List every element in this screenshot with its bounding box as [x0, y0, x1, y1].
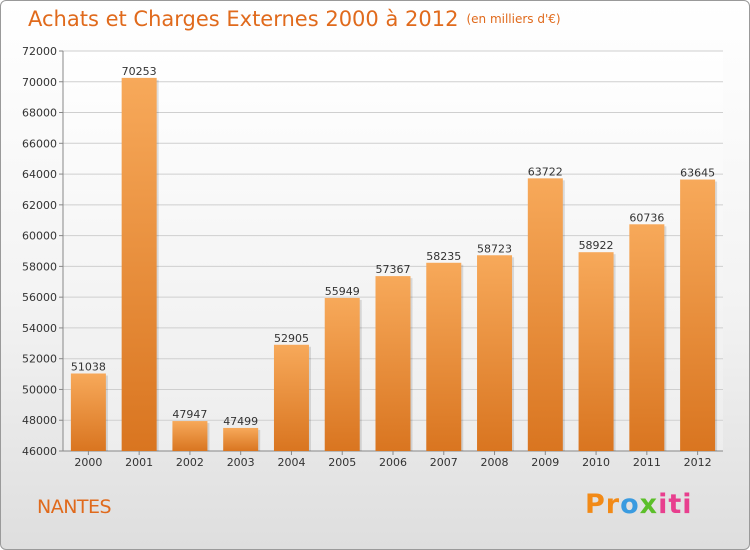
bar-2007 [426, 262, 462, 451]
x-tick-label: 2002 [176, 456, 204, 469]
bar-2012 [680, 179, 716, 452]
bar-2005 [324, 297, 360, 451]
y-tick-label: 56000 [22, 291, 57, 304]
x-tick-label: 2012 [684, 456, 712, 469]
bar-value-label: 47947 [172, 408, 207, 421]
y-tick-label: 64000 [22, 168, 57, 181]
bars: 51038 70253 47947 47499 52905 55949 57367 58235… [70, 65, 718, 452]
x-tick-label: 2000 [74, 456, 102, 469]
bar-value-label: 47499 [223, 415, 258, 428]
x-tick-label: 2006 [379, 456, 407, 469]
y-tick-label: 48000 [22, 414, 57, 427]
bar-value-label: 58922 [579, 239, 614, 252]
y-tick-label: 52000 [22, 353, 57, 366]
bar-value-label: 70253 [122, 65, 157, 78]
bar-value-label: 63645 [680, 167, 715, 180]
x-tick-label: 2008 [481, 456, 509, 469]
y-tick-label: 60000 [22, 230, 57, 243]
bar-2004 [273, 344, 309, 451]
y-tick-label: 72000 [22, 45, 57, 58]
bar-2001 [121, 77, 157, 451]
x-tick-label: 2003 [227, 456, 255, 469]
bar-value-label: 55949 [325, 285, 360, 298]
y-tick-label: 58000 [22, 260, 57, 273]
x-tick-label: 2009 [531, 456, 559, 469]
bar-2008 [477, 255, 513, 451]
city-name: NANTES [37, 496, 112, 518]
bar-2009 [527, 178, 563, 451]
x-tick-label: 2001 [125, 456, 153, 469]
y-tick-label: 66000 [22, 137, 57, 150]
title-main: Achats et Charges Externes 2000 à 2012 [28, 7, 459, 31]
y-tick-label: 50000 [22, 383, 57, 396]
bar-value-label: 63722 [528, 165, 563, 178]
bar-2000 [70, 373, 106, 451]
logo-part-4: iti [658, 489, 693, 520]
logo-part-2: o [620, 489, 640, 520]
proxiti-logo: Proxiti [585, 489, 693, 520]
y-tick-label: 46000 [22, 445, 57, 458]
bar-value-label: 60736 [629, 211, 664, 224]
logo-part-1: Pr [585, 489, 621, 520]
bar-2011 [629, 224, 665, 451]
bar-2006 [375, 276, 411, 451]
x-tick-label: 2005 [328, 456, 356, 469]
x-tick-label: 2007 [430, 456, 458, 469]
bar-2002 [172, 421, 208, 451]
bar-value-label: 51038 [71, 360, 106, 373]
x-tick-label: 2011 [633, 456, 661, 469]
x-tick-label: 2010 [582, 456, 610, 469]
y-tick-label: 54000 [22, 322, 57, 335]
chart-title: Achats et Charges Externes 2000 à 2012 (e… [28, 7, 561, 31]
y-tick-label: 68000 [22, 107, 57, 120]
y-tick-label: 62000 [22, 199, 57, 212]
bar-2010 [578, 252, 614, 451]
y-tick-label: 70000 [22, 76, 57, 89]
bar-value-label: 57367 [376, 263, 411, 276]
bar-2003 [223, 427, 259, 451]
bar-value-label: 52905 [274, 332, 309, 345]
x-tick-label: 2004 [277, 456, 305, 469]
title-unit: (en milliers d'€) [466, 12, 561, 26]
bar-value-label: 58235 [426, 250, 461, 263]
bar-value-label: 58723 [477, 242, 512, 255]
logo-part-3: x [639, 489, 659, 520]
